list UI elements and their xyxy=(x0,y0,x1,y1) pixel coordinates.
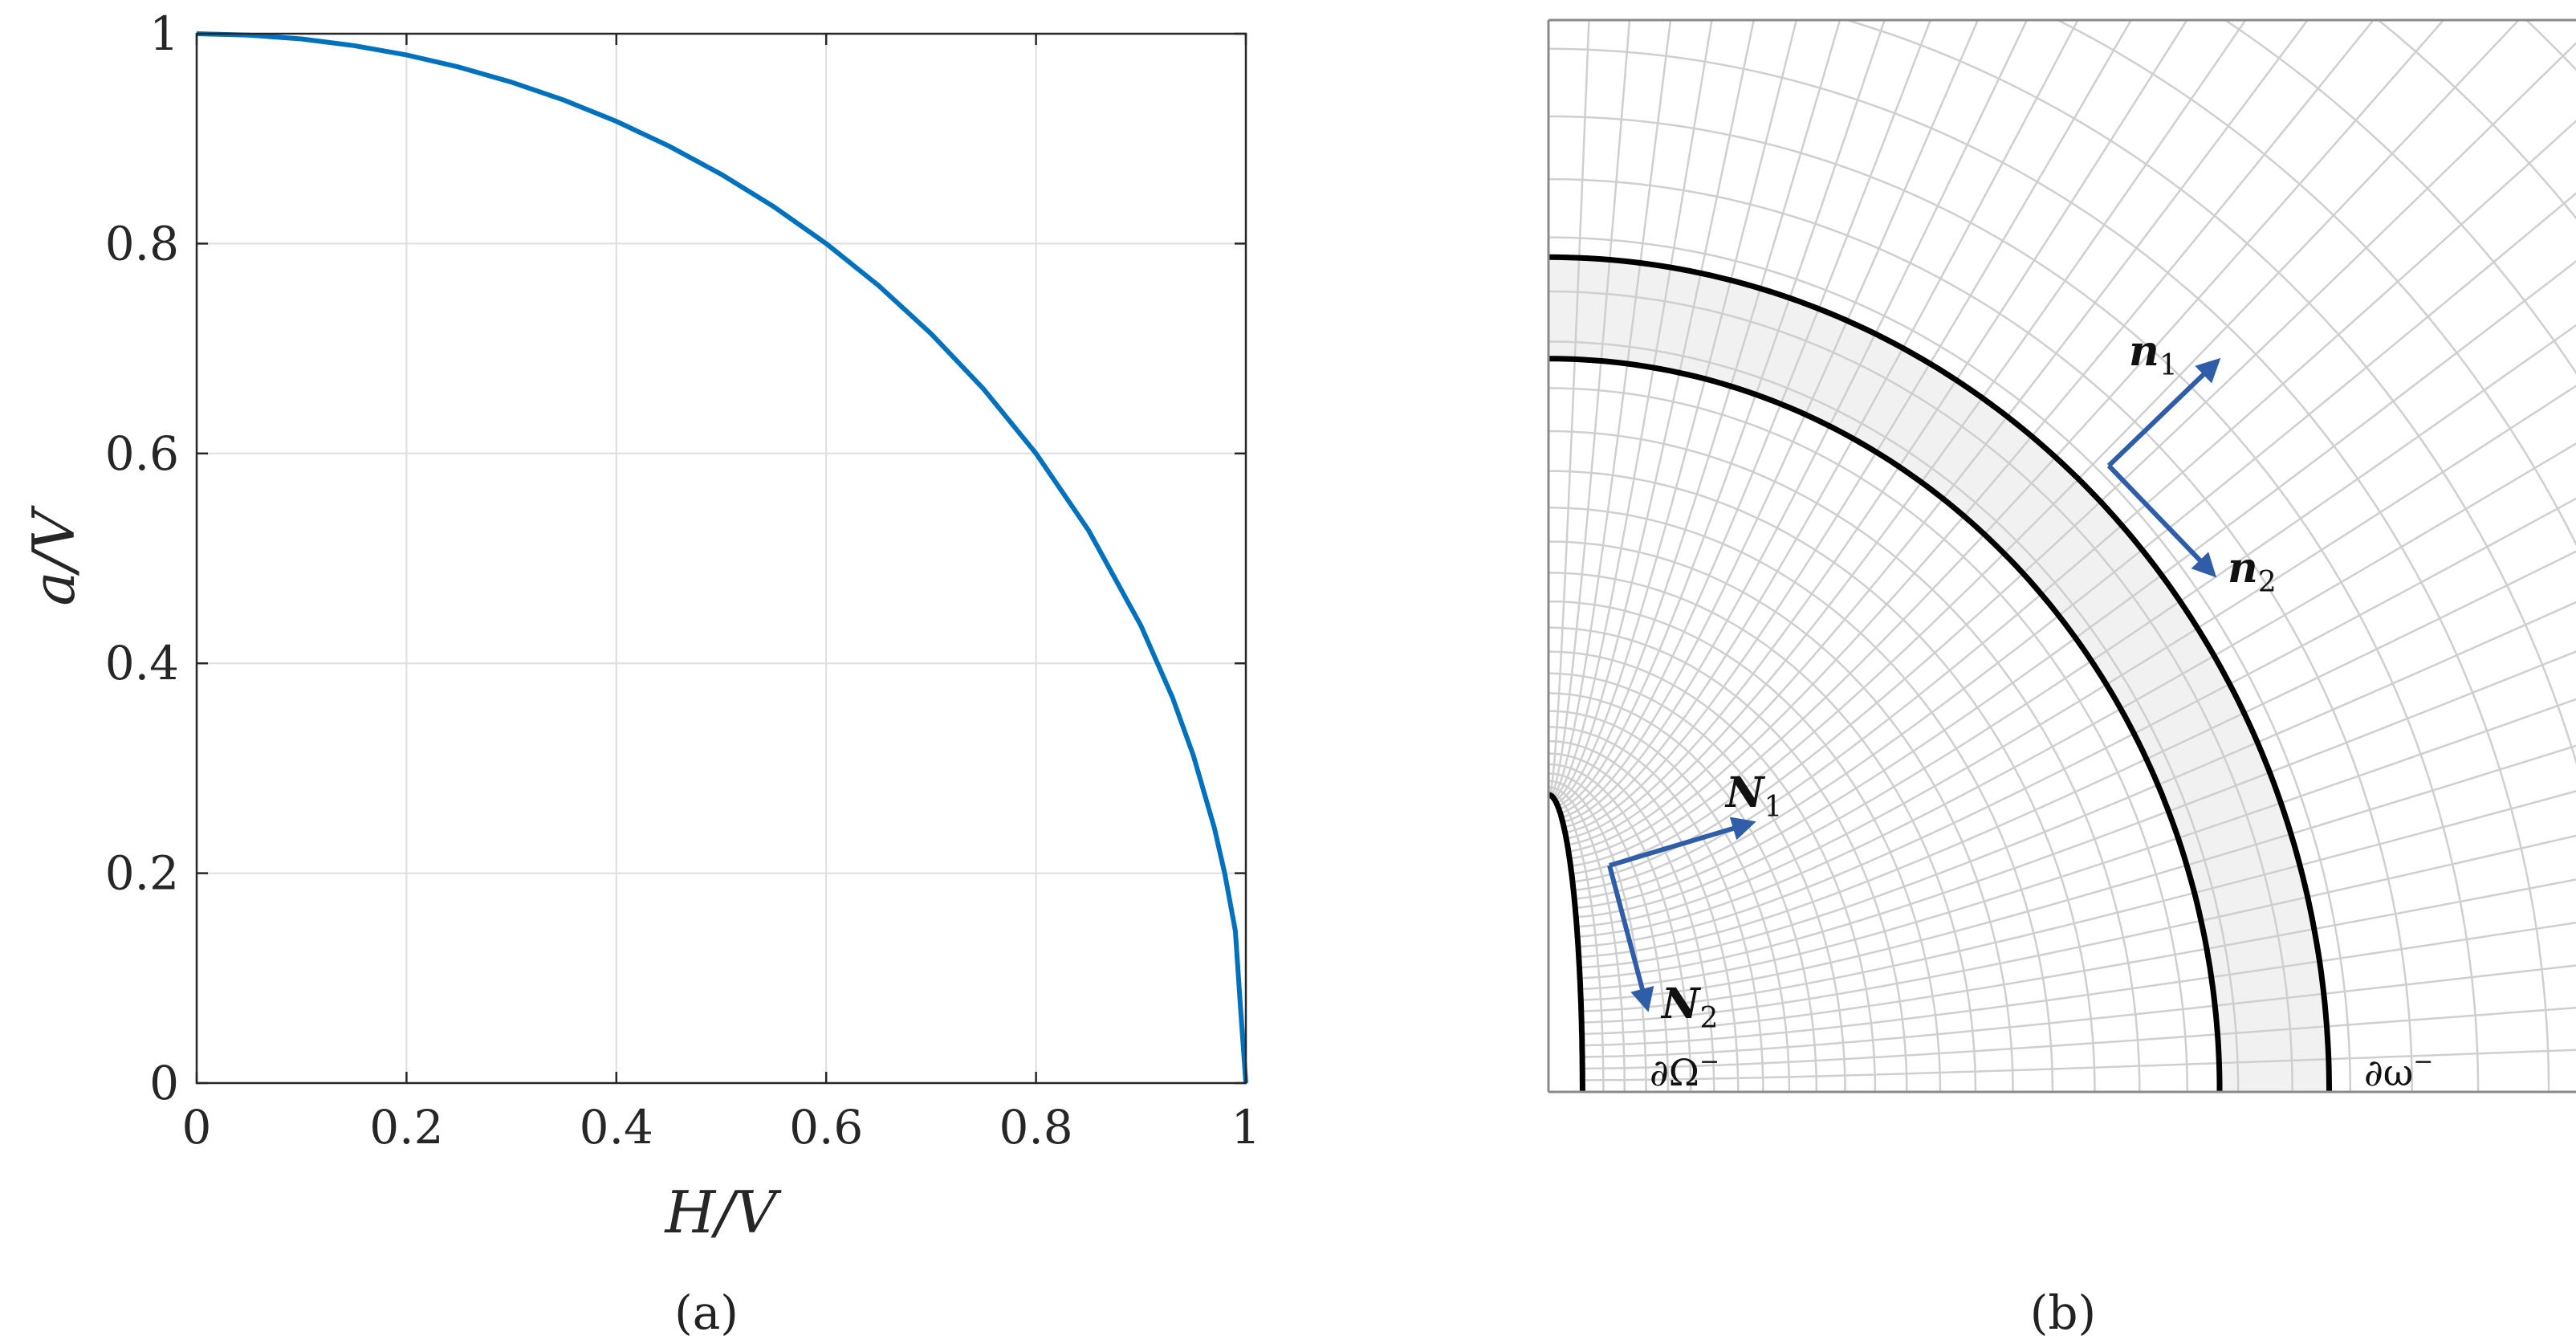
inner-band-curve xyxy=(1548,356,2223,1092)
y-tick-label: 0.8 xyxy=(105,216,179,271)
y-tick-label: 1 xyxy=(149,6,179,61)
mesh-ray xyxy=(1554,20,1755,802)
mesh-ray xyxy=(1567,20,2247,846)
mesh-ray xyxy=(1580,650,2576,979)
x-tick-label: 0 xyxy=(182,1100,212,1155)
caption-a: (a) xyxy=(674,1285,739,1340)
mesh-ray xyxy=(1561,20,1980,819)
mesh-ray xyxy=(1553,20,1713,800)
mesh-ray xyxy=(1581,878,2576,1036)
mesh-ring xyxy=(1548,507,2054,1092)
mesh-diagram-panel-b: n1 n2 N1 N2 ∂Ω− ∂ω− xyxy=(1547,18,2576,1094)
mesh-ray xyxy=(1570,20,2445,867)
mesh-ray xyxy=(1574,192,2576,900)
mesh-ray xyxy=(1580,698,2576,991)
x-tick-label: 1 xyxy=(1231,1100,1261,1155)
x-tick-label: 0.6 xyxy=(789,1100,863,1155)
mesh-ray xyxy=(1577,442,2576,938)
x-tick-label: 0.2 xyxy=(369,1100,443,1155)
vector-N1-arrow xyxy=(1609,817,1756,868)
inner-hole-curve xyxy=(1548,792,1585,1092)
mesh-ray xyxy=(1581,790,2576,1012)
x-tick-label: 0.8 xyxy=(999,1100,1072,1155)
mesh-ring xyxy=(1548,572,1977,1092)
mesh-ray xyxy=(1550,20,1631,796)
mesh-ring xyxy=(1548,672,1846,1092)
y-tick-label: 0.4 xyxy=(105,636,179,690)
y-tick-label: 0 xyxy=(149,1056,179,1110)
mesh-ray xyxy=(1558,20,1886,811)
mesh-ray xyxy=(1575,259,2576,910)
chart-grid xyxy=(196,33,1247,1084)
caption-b: (b) xyxy=(2030,1285,2096,1340)
mesh-ray xyxy=(1552,20,1672,798)
mesh-ray xyxy=(1572,42,2576,883)
vector-n1-arrow xyxy=(2106,357,2221,468)
chart-ticks xyxy=(195,32,1247,1085)
label-N1: N1 xyxy=(1724,768,1782,824)
mesh-ray xyxy=(1565,20,2133,834)
mesh-ray xyxy=(1565,20,2188,840)
mesh-ray xyxy=(1578,550,2576,959)
mesh-ray xyxy=(1548,20,1590,796)
shaded-band xyxy=(1548,257,2330,1092)
x-axis-label: H/V xyxy=(663,1179,782,1246)
mesh-ray xyxy=(1581,921,2576,1047)
vector-N2-arrow xyxy=(1607,865,1654,1012)
mesh-ray xyxy=(1560,20,1932,814)
mesh-ray xyxy=(1569,20,2375,860)
data-line xyxy=(196,31,1248,1084)
mesh-ray xyxy=(1582,1006,2576,1070)
mesh-ray xyxy=(1557,20,1841,808)
label-n2: n2 xyxy=(2228,544,2277,599)
outer-boundary-curve xyxy=(1548,254,2332,1092)
vector-n2-arrow xyxy=(2106,463,2217,578)
label-inner-boundary: ∂Ω− xyxy=(1650,1048,1719,1094)
chart-panel-a: 0 0.2 0.4 0.6 0.8 1 0 0.2 0.4 0.6 0.8 1 H/V a/V xyxy=(20,6,1260,1246)
mesh-ray xyxy=(1581,744,2576,1001)
mesh-ray xyxy=(1568,20,2309,853)
y-axis-label: a/V xyxy=(20,504,87,605)
x-tick-label: 0.4 xyxy=(580,1100,653,1155)
mesh-ray xyxy=(1576,324,2576,918)
label-n1: n1 xyxy=(2129,327,2178,382)
mesh-ray xyxy=(1582,1049,2576,1081)
mesh-ray xyxy=(1579,601,2576,969)
curvilinear-mesh xyxy=(1548,20,2576,1092)
mesh-ray xyxy=(1577,497,2576,948)
mesh-ray xyxy=(1581,834,2576,1024)
mesh-ray xyxy=(1562,20,2029,824)
mesh-ray xyxy=(1563,20,2079,829)
y-tick-label: 0.6 xyxy=(105,426,179,481)
chart-tick-labels: 0 0.2 0.4 0.6 0.8 1 0 0.2 0.4 0.6 0.8 1 xyxy=(105,6,1261,1155)
mesh-ray xyxy=(1571,20,2521,875)
plot-frame xyxy=(195,32,1247,1085)
label-N2: N2 xyxy=(1660,979,1718,1035)
label-outer-boundary: ∂ω− xyxy=(2364,1048,2433,1094)
mesh-ray xyxy=(1577,385,2576,928)
y-tick-label: 0.2 xyxy=(105,846,179,901)
mesh-ray xyxy=(1573,120,2576,892)
mesh-ray xyxy=(1556,20,1798,804)
mesh-ray xyxy=(1582,964,2576,1058)
